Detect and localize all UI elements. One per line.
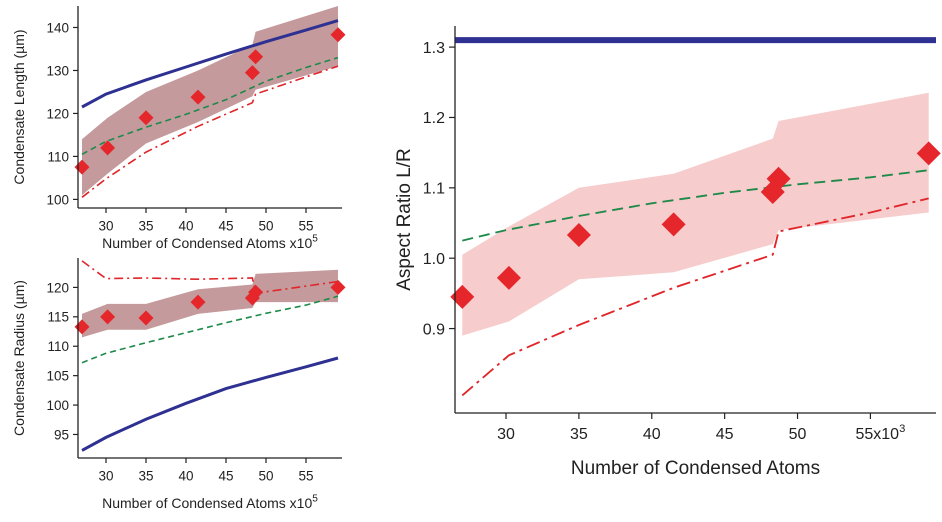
y-tick-label: 0.9 — [423, 321, 445, 338]
series-line-solid — [81, 19, 339, 109]
x-tick-label: 50 — [789, 426, 807, 443]
x-tick-label: 30 — [98, 219, 113, 234]
data-point — [244, 65, 260, 81]
y-tick-label: 100 — [46, 398, 69, 413]
y-tick-label: 105 — [46, 369, 69, 384]
y-tick-label: 115 — [47, 310, 69, 325]
series-line-dashdot — [461, 197, 929, 397]
data-point — [100, 140, 116, 156]
y-tick-label: 140 — [46, 20, 69, 35]
data-point — [138, 310, 154, 326]
x-tick-label: 40 — [178, 469, 193, 484]
x-tick-exponent: 3 — [899, 423, 905, 435]
data-point — [138, 110, 154, 126]
series-line-dashed — [81, 56, 339, 156]
data-point — [450, 284, 475, 309]
y-tick-label: 110 — [47, 149, 69, 164]
data-point — [190, 294, 206, 310]
y-tick-label: 130 — [46, 63, 69, 78]
data-point — [566, 222, 591, 247]
x-tick-label: 40 — [178, 219, 193, 234]
data-point — [190, 89, 206, 105]
x-tick-label: 40 — [643, 426, 661, 443]
y-tick-label: 95 — [54, 427, 69, 442]
x-tick-label: 45 — [218, 219, 233, 234]
uncertainty-band — [82, 6, 338, 196]
x-tick-label: 55x103 — [855, 423, 905, 443]
x-axis-label-exponent: 5 — [312, 234, 318, 245]
y-tick-label: 1.0 — [423, 251, 445, 268]
y-tick-label: 110 — [47, 339, 69, 354]
x-tick-label: 30 — [98, 469, 113, 484]
y-tick-label: 1.1 — [423, 181, 445, 198]
data-point — [916, 141, 941, 166]
x-tick-label: 50 — [258, 469, 273, 484]
chart-radius: 95 100 105 110 115 120 30 35 40 45 50 55 Number of C… — [11, 258, 346, 511]
x-tick-label: 55 — [298, 219, 313, 234]
series-line-dashed — [462, 169, 929, 242]
x-axis-label: Number of Condensed Atoms x105 — [102, 494, 318, 511]
x-tick-label: 35 — [138, 469, 153, 484]
y-tick-label: 120 — [46, 280, 69, 295]
x-tick-label: 30 — [497, 426, 515, 443]
y-axis-label: Condensate Radius (µm) — [11, 280, 27, 436]
y-axis-label: Aspect Ratio L/R — [394, 148, 415, 291]
series-line-solid — [81, 356, 339, 452]
data-point — [100, 309, 116, 325]
uncertainty-band — [462, 92, 929, 336]
y-axis-label: Condensate Length (µm) — [11, 29, 27, 184]
x-tick-label: 35 — [570, 426, 588, 443]
data-point — [248, 284, 264, 300]
x-tick-label: 55 — [298, 469, 313, 484]
x-tick-label: 35 — [138, 219, 153, 234]
series-line-dashed — [81, 295, 339, 364]
y-tick-label: 1.3 — [423, 40, 445, 57]
x-tick-label: 50 — [258, 219, 273, 234]
data-point — [766, 166, 791, 191]
data-point — [330, 27, 346, 43]
x-axis-label: Number of Condensed Atoms — [571, 458, 820, 479]
x-tick-label: 45 — [716, 426, 734, 443]
x-axis-label-exponent: 5 — [312, 494, 318, 505]
y-tick-label: 100 — [46, 192, 69, 207]
data-point — [248, 49, 264, 65]
x-tick-label: 45 — [218, 469, 233, 484]
series-line-dashdot — [81, 65, 339, 198]
data-point — [661, 212, 686, 237]
y-tick-label: 1.2 — [423, 110, 445, 127]
data-point — [496, 265, 521, 290]
data-point — [330, 279, 346, 295]
chart-ratio: 0.9 1.0 1.1 1.2 1.3 30 35 40 45 50 55x103 Number of… — [394, 26, 941, 479]
x-axis-label: Number of Condensed Atoms x105 — [102, 234, 318, 251]
y-tick-label: 120 — [46, 106, 69, 121]
